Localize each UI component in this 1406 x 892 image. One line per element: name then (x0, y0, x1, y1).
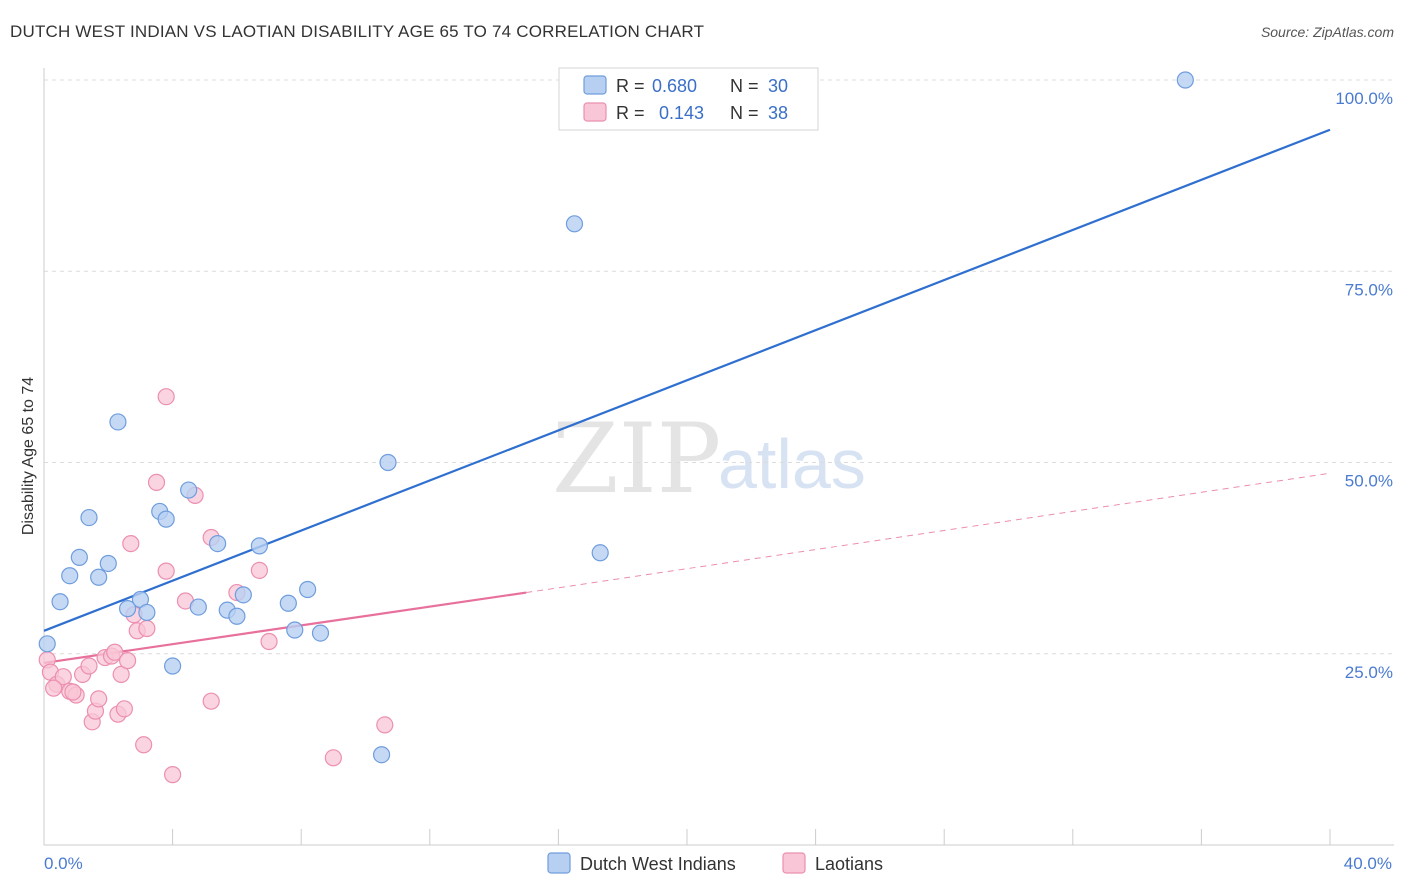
point-laotians-7 (80, 657, 98, 675)
y-tick-labels: 25.0% 50.0% 75.0% 100.0% (1335, 89, 1393, 682)
point-laotians-16 (118, 652, 137, 670)
point-dutch-west-indians-18 (228, 607, 246, 625)
point-dutch-west-indians-0 (38, 635, 56, 653)
trend-line-laotians-extension (526, 472, 1331, 594)
bottom-legend-swatch-blue (547, 852, 571, 874)
y-tick-label-50: 50.0% (1345, 472, 1393, 491)
point-dutch-west-indians-1 (51, 593, 69, 611)
x-ticks (43, 829, 1331, 845)
chart-title: DUTCH WEST INDIAN VS LAOTIAN DISABILITY … (10, 22, 705, 41)
point-dutch-west-indians-5 (90, 568, 108, 586)
point-laotians-24 (157, 562, 175, 580)
legend-r-label-blue: R = (616, 76, 645, 96)
legend-r-value-pink: 0.143 (659, 103, 704, 123)
point-dutch-west-indians-24 (311, 624, 330, 642)
trend-line-laotians (43, 591, 527, 665)
source-label: Source: ZipAtlas.com (1260, 24, 1394, 40)
point-laotians-15 (112, 665, 130, 684)
point-dutch-west-indians-15 (189, 598, 207, 616)
point-laotians-20 (135, 736, 153, 754)
point-dutch-west-indians-16 (209, 534, 227, 553)
point-laotians-36 (115, 700, 133, 718)
point-laotians-10 (90, 690, 108, 708)
data-points (38, 71, 1194, 784)
x-tick-label-max: 40.0% (1344, 854, 1392, 873)
point-dutch-west-indians-2 (61, 567, 79, 585)
point-dutch-west-indians-28 (591, 544, 609, 562)
point-laotians-21 (138, 619, 156, 638)
point-laotians-25 (164, 766, 182, 784)
point-laotians-37 (64, 683, 82, 701)
legend-r-label-pink: R = (616, 103, 645, 123)
legend-n-label-blue: N = (730, 76, 759, 96)
point-laotians-34 (376, 716, 394, 734)
point-dutch-west-indians-12 (157, 510, 175, 528)
legend-swatch-pink (583, 102, 607, 122)
point-dutch-west-indians-19 (234, 586, 252, 604)
y-tick-label-25: 25.0% (1345, 663, 1393, 682)
legend-n-label-pink: N = (730, 103, 759, 123)
point-dutch-west-indians-29 (1176, 71, 1194, 89)
legend-n-value-blue: 30 (768, 76, 788, 96)
point-dutch-west-indians-26 (379, 453, 397, 472)
trend-line-dutch-west-indians (43, 128, 1331, 632)
point-dutch-west-indians-27 (565, 215, 584, 233)
point-dutch-west-indians-6 (99, 554, 117, 573)
point-laotians-29 (202, 692, 220, 710)
x-tick-label-min: 0.0% (44, 854, 83, 873)
point-dutch-west-indians-10 (138, 603, 156, 622)
point-laotians-35 (45, 679, 63, 697)
point-dutch-west-indians-4 (80, 508, 98, 527)
point-laotians-23 (157, 388, 175, 406)
point-laotians-13 (106, 643, 124, 661)
point-dutch-west-indians-23 (299, 580, 317, 599)
point-dutch-west-indians-8 (118, 600, 137, 618)
point-laotians-17 (122, 534, 140, 553)
point-dutch-west-indians-22 (286, 621, 304, 639)
point-dutch-west-indians-20 (250, 537, 269, 555)
point-dutch-west-indians-25 (372, 746, 391, 764)
point-dutch-west-indians-3 (70, 548, 88, 566)
bottom-legend-swatch-pink (782, 852, 806, 874)
point-laotians-22 (147, 473, 166, 491)
axes (43, 68, 1394, 846)
y-axis-label: Disability Age 65 to 74 (20, 377, 37, 535)
point-laotians-3 (54, 668, 72, 686)
y-tick-label-75: 75.0% (1345, 280, 1393, 299)
bottom-legend: Dutch West Indians Laotians (547, 852, 883, 874)
point-laotians-33 (324, 749, 342, 767)
legend-r-value-blue: 0.680 (652, 76, 697, 96)
point-laotians-32 (260, 632, 278, 651)
bottom-legend-label-blue: Dutch West Indians (580, 854, 736, 874)
point-dutch-west-indians-13 (164, 657, 182, 675)
watermark-atlas: atlas (718, 425, 866, 503)
trend-lines (43, 128, 1331, 665)
legend-n-value-pink: 38 (768, 103, 788, 123)
watermark-zip: ZIP (552, 403, 721, 515)
point-laotians-31 (250, 561, 269, 579)
point-dutch-west-indians-7 (109, 413, 127, 431)
y-tick-label-100: 100.0% (1335, 89, 1393, 108)
point-dutch-west-indians-14 (180, 481, 198, 499)
legend-swatch-blue (583, 75, 607, 95)
legend-box: R = 0.680 N = 30 R = 0.143 N = 38 (558, 67, 819, 131)
point-dutch-west-indians-21 (279, 594, 297, 612)
bottom-legend-label-pink: Laotians (815, 854, 883, 874)
